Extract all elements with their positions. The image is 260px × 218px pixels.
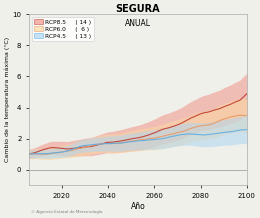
Title: SEGURA: SEGURA: [116, 4, 160, 14]
Text: © Agencia Estatal de Meteorología: © Agencia Estatal de Meteorología: [31, 210, 103, 214]
Legend: RCP8.5     ( 14 ), RCP6.0     (  6 ), RCP4.5     ( 13 ): RCP8.5 ( 14 ), RCP6.0 ( 6 ), RCP4.5 ( 13…: [32, 17, 94, 41]
X-axis label: Año: Año: [131, 202, 145, 211]
Y-axis label: Cambio de la temperatura máxima (°C): Cambio de la temperatura máxima (°C): [4, 37, 10, 162]
Text: ANUAL: ANUAL: [125, 19, 151, 28]
